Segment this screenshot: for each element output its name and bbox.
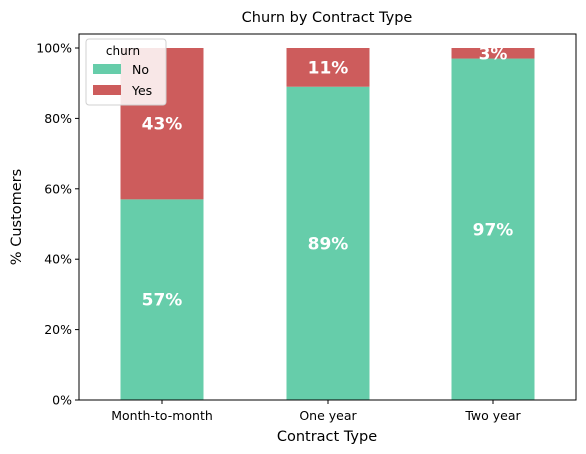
x-axis-label: Contract Type: [277, 429, 377, 445]
legend-label-yes: Yes: [131, 83, 152, 98]
bar-label-no-2: 97%: [473, 220, 514, 240]
bar-label-no-1: 89%: [308, 234, 349, 254]
y-tick-label: 60%: [44, 181, 72, 196]
bar-label-no-0: 57%: [142, 291, 183, 311]
legend-swatch-no: [93, 64, 121, 74]
bar-label-yes-1: 11%: [308, 58, 349, 78]
y-tick-label: 0%: [52, 393, 72, 408]
legend-swatch-yes: [93, 85, 121, 95]
bar-labels-group: 57% 43% 89% 11% 97% 3%: [142, 44, 514, 310]
bar-no-1: [286, 86, 370, 400]
y-tick-label: 80%: [44, 111, 72, 126]
y-tick-label: 20%: [44, 322, 72, 337]
bar-no-0: [120, 199, 204, 400]
legend-label-no: No: [132, 62, 149, 77]
chart-title: Churn by Contract Type: [242, 10, 413, 26]
plot-frame: [78, 33, 577, 401]
bar-label-yes-2: 3%: [479, 44, 508, 64]
bar-label-yes-0: 43%: [142, 115, 183, 135]
x-tick-label: One year: [299, 408, 357, 423]
legend-title: churn: [106, 44, 140, 58]
bar-no-2: [451, 58, 535, 401]
y-axis: 0% 20% 40% 60% 80% 100%: [36, 41, 79, 408]
x-tick-label: Month-to-month: [111, 408, 213, 423]
bar-yes-2: [451, 48, 535, 59]
y-tick-label: 100%: [36, 41, 72, 56]
y-tick-label: 40%: [44, 252, 72, 267]
x-axis: Month-to-month One year Two year: [111, 400, 522, 423]
y-axis-label: % Customers: [9, 169, 25, 265]
bars-group: [120, 48, 535, 401]
bar-yes-1: [286, 48, 370, 87]
x-tick-label: Two year: [464, 408, 521, 423]
legend: churn No Yes: [85, 38, 167, 106]
legend-items: No Yes: [93, 62, 152, 98]
